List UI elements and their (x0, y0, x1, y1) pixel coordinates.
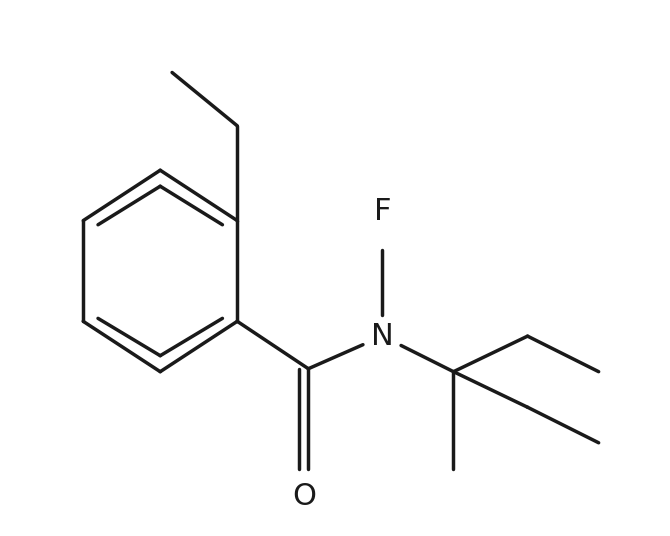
Text: N: N (371, 322, 394, 351)
Text: O: O (292, 482, 316, 511)
Text: F: F (374, 197, 391, 226)
